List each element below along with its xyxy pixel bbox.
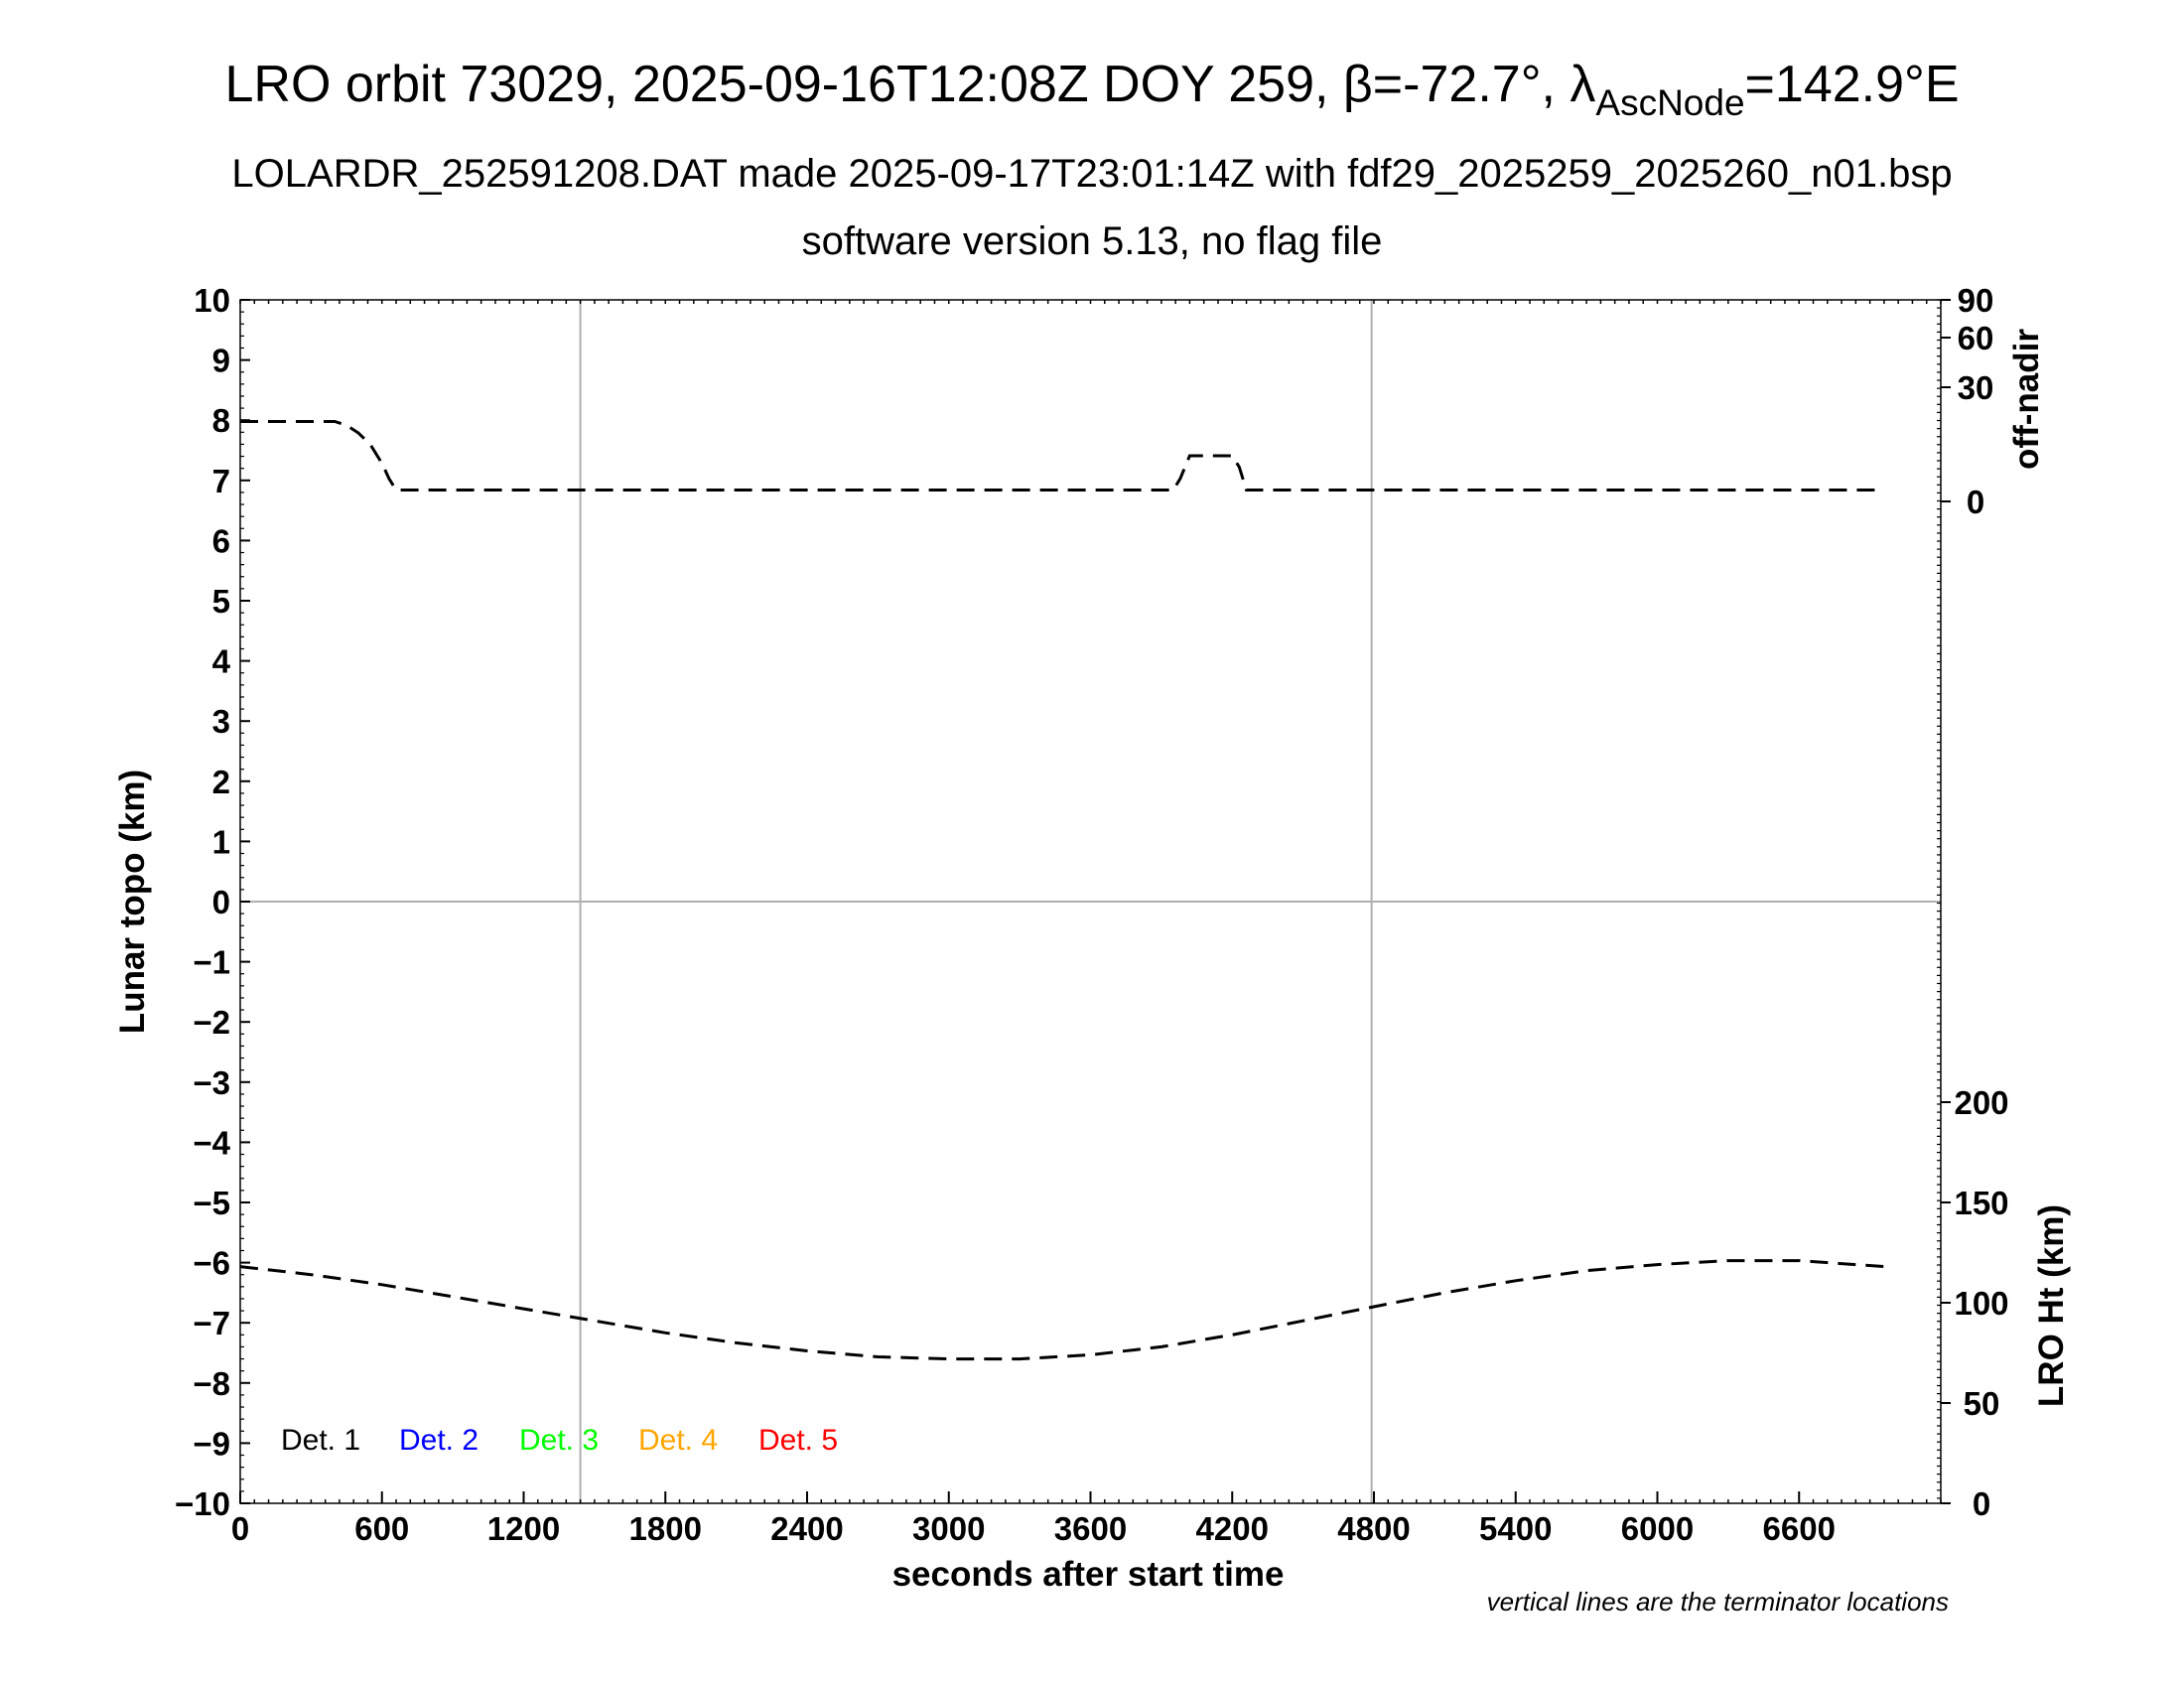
y-left-tick-label: 3	[212, 703, 230, 740]
y-left-tick-label: 5	[212, 583, 230, 620]
y-left-tick-label: 0	[212, 884, 230, 920]
subtitle-software-version: software version 5.13, no flag file	[801, 219, 1383, 263]
off-nadir-tick-label: 0	[1967, 484, 1984, 520]
legend-entry-det-5: Det. 5	[758, 1424, 838, 1457]
x-tick-label: 600	[354, 1510, 409, 1547]
x-tick-label: 3600	[1054, 1510, 1127, 1547]
y-left-tick-label: 1	[212, 823, 230, 860]
legend: Det. 1 Det. 2 Det. 3 Det. 4 Det. 5	[281, 1424, 838, 1457]
y-axis-right-bottom-title: LRO Ht (km)	[2032, 1204, 2071, 1407]
y-left-tick-label: 7	[212, 463, 230, 499]
terminator-note: vertical lines are the terminator locati…	[1487, 1587, 1949, 1617]
x-tick-label: 4200	[1196, 1510, 1269, 1547]
y-left-tick-label: 9	[212, 343, 230, 379]
y-left-tick-label: −5	[193, 1185, 230, 1221]
y-left-tick-label: 10	[194, 282, 230, 319]
legend-entry-det-4: Det. 4	[638, 1424, 718, 1457]
x-tick-label: 1800	[629, 1510, 702, 1547]
series-line-lro-height	[239, 1259, 1885, 1361]
y-left-tick-label: −1	[193, 944, 230, 981]
legend-entry-det-3: Det. 3	[519, 1424, 599, 1457]
legend-entry-det-2: Det. 2	[399, 1424, 478, 1457]
y-axis-left-title: Lunar topo (km)	[113, 770, 152, 1034]
off-nadir-tick-label: 60	[1958, 320, 1994, 356]
x-tick-label: 0	[231, 1510, 249, 1547]
x-tick-label: 2400	[770, 1510, 843, 1547]
y-left-tick-label: 6	[212, 522, 230, 559]
lro-ht-tick-label: 100	[1954, 1285, 2008, 1322]
title-main: LRO orbit 73029, 2025-09-16T12:08Z DOY 2…	[224, 56, 1596, 113]
x-tick-label: 4800	[1337, 1510, 1410, 1547]
series-layer	[239, 420, 1885, 1361]
subtitle-file-info: LOLARDR_252591208.DAT made 2025-09-17T23…	[231, 152, 1953, 196]
tick-marks	[239, 299, 1951, 1504]
y-left-tick-label: −10	[175, 1485, 230, 1522]
x-axis-title: seconds after start time	[892, 1555, 1285, 1594]
x-tick-label: 3000	[912, 1510, 985, 1547]
off-nadir-tick-label: 90	[1958, 282, 1994, 319]
y-left-tick-label: −6	[193, 1245, 230, 1282]
lro-ht-tick-label: 0	[1973, 1485, 1990, 1522]
y-left-tick-label: 4	[212, 643, 231, 680]
y-left-tick-label: −4	[193, 1124, 230, 1161]
series-line-off-nadir	[240, 420, 1884, 492]
lro-ht-tick-label: 200	[1954, 1084, 2008, 1121]
y-left-tick-label: −2	[193, 1004, 230, 1041]
tick-labels: 0 600 1200 1800 2400 3000 3600 4200 4800 5400 6000…	[175, 282, 2009, 1547]
y-left-tick-label: −8	[193, 1365, 230, 1402]
lro-ht-tick-label: 150	[1954, 1185, 2008, 1221]
x-tick-label: 6600	[1763, 1510, 1836, 1547]
y-left-tick-label: −9	[193, 1425, 230, 1462]
grid-lines	[240, 300, 1941, 1503]
off-nadir-tick-label: 30	[1958, 369, 1994, 406]
y-left-tick-label: 8	[212, 402, 230, 439]
y-left-tick-label: 2	[212, 764, 230, 800]
y-axis-right-top-title: off-nadir	[2007, 329, 2046, 470]
lro-ht-tick-label: 50	[1964, 1385, 2000, 1422]
x-tick-label: 6000	[1621, 1510, 1694, 1547]
legend-entry-det-1: Det. 1	[281, 1424, 360, 1457]
y-left-tick-label: −3	[193, 1064, 230, 1101]
title-subscript: AscNode	[1595, 82, 1745, 123]
y-left-tick-label: −7	[193, 1305, 230, 1341]
x-tick-label: 5400	[1479, 1510, 1552, 1547]
chart-title: LRO orbit 73029, 2025-09-16T12:08Z DOY 2…	[0, 52, 2184, 121]
title-tail: =142.9°E	[1744, 56, 1960, 113]
x-tick-label: 1200	[487, 1510, 560, 1547]
